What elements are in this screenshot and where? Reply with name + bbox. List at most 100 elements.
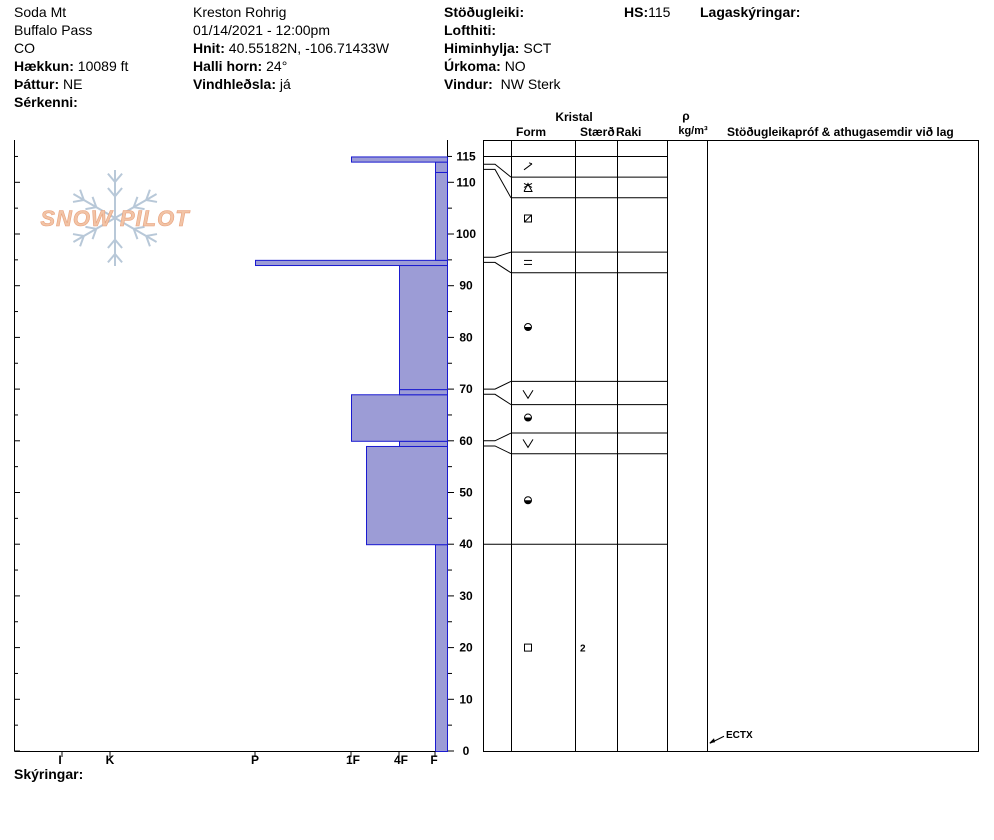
melt-freeze-icon [524,496,532,505]
flake-branch [72,199,84,203]
coords-label: Hnit: [193,40,225,56]
observation-datetime: 01/14/2021 - 12:00pm [193,22,330,38]
flake-arm [114,193,158,219]
notes-label: Skýringar: [14,766,84,782]
airtemp-label: Lofthiti: [444,22,497,38]
depth-label: 70 [459,382,473,396]
flake-branch [107,187,116,198]
grain-form-markers: 2 [522,162,586,655]
tests-header: Stöðugleikapróf & athugasemdir við lag [727,125,954,139]
location-block: Soda Mt Buffalo Pass CO Hækkun: 10089 ft… [14,3,128,111]
mixed-forms-icon [524,214,532,223]
sky-value: SCT [523,40,552,56]
airtemp-row: Lofthiti: [444,21,561,39]
hardness-labels: I K P 1F 4F F [58,753,437,767]
hardness-label: P [251,753,259,767]
hardness-bars [255,156,448,753]
test-arrowhead [709,738,715,744]
density-unit-header: kg/m³ [678,125,708,137]
layer-connector [483,251,512,258]
melt-freeze-icon [524,323,532,332]
sky-row: Himinhylja: SCT [444,39,561,57]
depth-axis-labels: 0 10 20 30 40 50 60 70 80 90 100 110 115 [456,149,476,758]
slope-value: 24° [266,58,288,74]
slope-row: Halli horn: 24° [193,57,389,75]
depth-label: 30 [459,589,473,603]
observer-block: Kreston Rohrig 01/14/2021 - 12:00pm Hnit… [193,3,389,93]
location-name: Soda Mt [14,4,67,20]
flake-branch [91,196,98,208]
hardness-bar [399,440,448,447]
hardness-bar [351,156,448,163]
flake-branch [107,172,116,183]
faceted-icon [524,643,532,652]
flake-branch [79,235,85,247]
melt-freeze-icon [524,413,532,422]
flake-branch [91,228,98,240]
flake-branch [79,189,85,201]
wind-row: Vindur: NW Sterk [444,75,561,93]
features-row: Sérkenni: [14,93,128,111]
elevation-value: 10089 ft [77,58,129,74]
location-state: CO [14,40,35,56]
flake-arm [72,193,116,219]
flake-branch [85,225,97,230]
hardness-label: I [58,753,61,767]
stratigraphy-lines [483,155,667,545]
moisture-header: Raki [616,125,641,139]
hs-value: 115 [648,4,671,20]
aspect-row: Þáttur: NE [14,75,128,93]
depth-hoar-icon [522,390,534,400]
layer-connector [483,163,512,178]
surface-hoar-icon [523,182,533,192]
flake-branch [133,206,145,211]
hardness-label: K [106,753,115,767]
stratigraphy-frame [483,140,979,752]
hardness-label: 1F [346,753,360,767]
hardness-bar [366,445,448,546]
decomposing-icon [523,162,533,171]
wind-value: NW Sterk [500,76,561,92]
depth-label: 40 [459,537,473,551]
hardness-graph [14,140,448,752]
location-area: Buffalo Pass [14,22,93,38]
depth-label: 100 [456,227,476,241]
observer-name: Kreston Rohrig [193,4,287,20]
hardness-bar [351,394,448,442]
depth-label: 10 [459,692,473,706]
stratigraphy-panel [483,140,979,752]
hardness-bar [435,171,448,261]
coords-value: 40.55182N, -106.71433W [228,40,390,56]
test-label: ECTX [726,730,753,741]
sky-label: Himinhylja: [444,40,520,56]
slope-label: Halli horn: [193,58,263,74]
grain-size-label: 2 [580,644,586,655]
hardness-bar [399,389,448,396]
precip-label: Úrkoma: [444,58,501,74]
layer-connector [483,168,512,199]
layer-connector [483,380,512,390]
flake-branch [132,228,139,240]
flake-branch [146,199,158,203]
stability-row: Stöðugleiki: [444,3,561,21]
flake-branch [146,233,158,237]
flake-branch [85,206,97,211]
flake-branch [107,238,116,249]
depth-label: 0 [463,744,470,758]
size-header: Stærð [580,125,615,139]
depth-label: 115 [456,149,476,163]
hardness-bar [435,161,448,173]
hs-label: HS: [624,4,649,20]
layer-notes-label: Lagaskýringar: [700,4,801,20]
snowflake-icon [72,170,158,266]
aspect-label: Þáttur: [14,76,60,92]
crystal-header: Kristal [555,110,592,124]
precip-value: NO [504,58,526,74]
hs-row: HS:115 [624,3,670,21]
depth-label: 50 [459,486,473,500]
elevation-row: Hækkun: 10089 ft [14,57,128,75]
stability-label: Stöðugleiki: [444,4,525,20]
windload-label: Vindhleðsla: [193,76,276,92]
wind-label: Vindur: [444,76,493,92]
flake-branch [72,233,84,237]
